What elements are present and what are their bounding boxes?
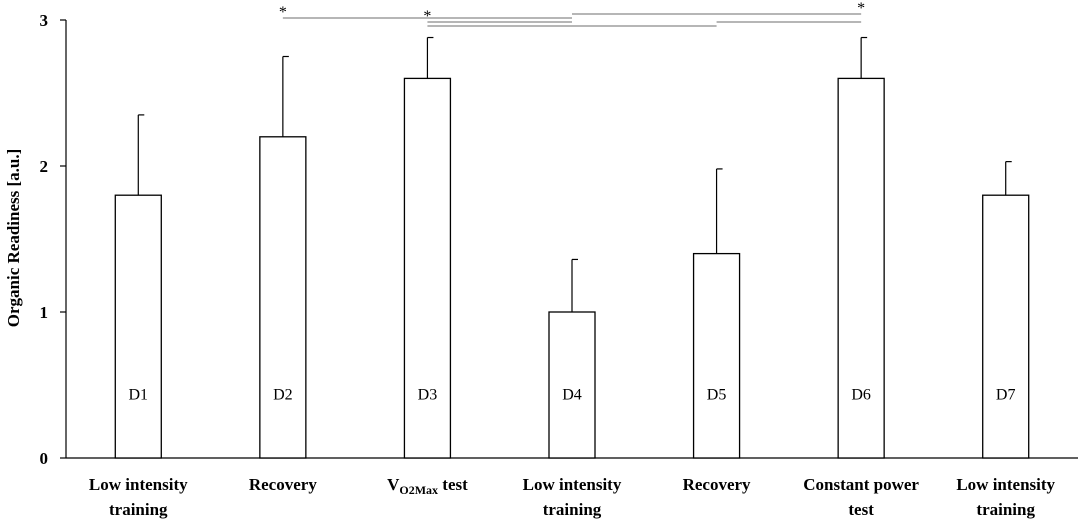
category-label-line2: test [848, 500, 874, 519]
bar-labels: D1 D2 D3 D4 D5 D6 D7 [129, 387, 1016, 404]
y-axis-title: Organic Readiness [a.u.] [4, 149, 23, 328]
bar-day-label: D4 [562, 387, 582, 404]
category-label: Recovery [249, 475, 317, 494]
bar-day-label: D6 [851, 387, 871, 404]
significance-brackets: * * * [279, 0, 865, 27]
category-label-line2: training [543, 500, 602, 519]
significance-star: * [423, 8, 431, 25]
category-label-line2: training [109, 500, 168, 519]
significance-star: * [279, 4, 287, 21]
bar-day-label: D3 [418, 387, 438, 404]
bar-day-label: D5 [707, 387, 727, 404]
significance-star: * [857, 0, 865, 17]
y-tick-label: 2 [40, 157, 49, 176]
category-label: Constant power [803, 475, 919, 494]
y-tick-label: 0 [40, 449, 49, 468]
y-axis-title-group: Organic Readiness [a.u.] [4, 149, 23, 328]
bar-d4 [548, 311, 596, 459]
y-ticks: 0 1 2 3 [40, 11, 66, 468]
bar-d7 [982, 194, 1030, 459]
bar-day-label: D1 [129, 387, 149, 404]
bar-d6 [837, 77, 885, 459]
category-label: Recovery [683, 475, 751, 494]
bar-day-label: D2 [273, 387, 293, 404]
bar-d1 [114, 194, 162, 459]
category-label-line2: training [976, 500, 1035, 519]
bar-d2 [259, 136, 307, 459]
bar-d3 [403, 77, 452, 459]
category-label: Low intensity [956, 475, 1055, 494]
error-bars [137, 36, 1012, 312]
y-tick-label: 1 [40, 303, 49, 322]
bar-day-label: D7 [996, 387, 1016, 404]
category-label: Low intensity [89, 475, 188, 494]
category-label: VO2Max test [387, 475, 468, 497]
category-labels: Low intensity training Recovery VO2Max test… [89, 475, 1056, 519]
category-label: Low intensity [523, 475, 622, 494]
y-tick-label: 3 [40, 11, 49, 30]
bar-d5 [692, 252, 741, 459]
